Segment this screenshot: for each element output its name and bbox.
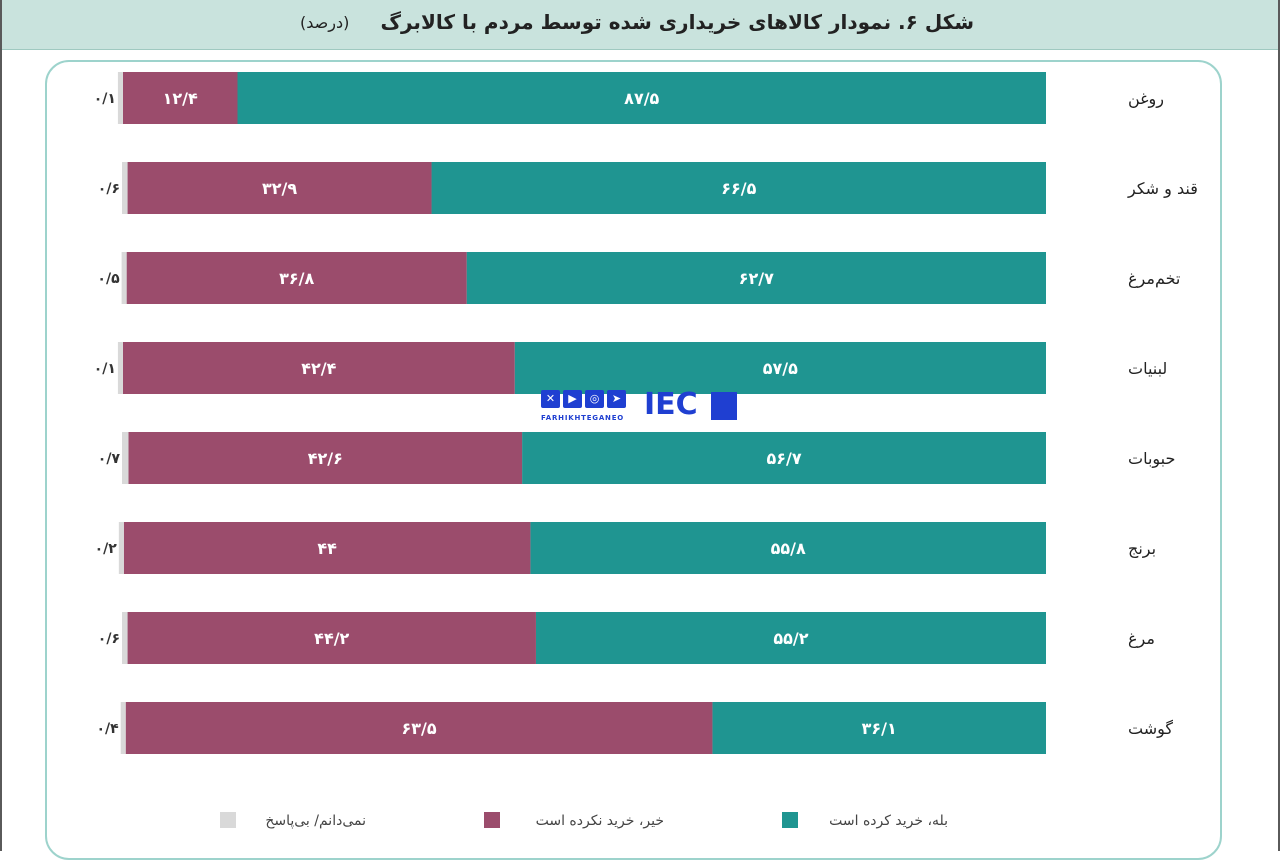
- right-border: [1278, 0, 1280, 851]
- bar-na: [117, 72, 123, 124]
- data-label-yes: ۳۶/۱: [862, 719, 897, 738]
- category-label: تخم‌مرغ: [1128, 269, 1180, 289]
- data-label-no: ۳۲/۹: [262, 179, 297, 198]
- data-label-no: ۴۴/۲: [314, 629, 349, 648]
- instagram-icon: ◎: [585, 390, 604, 408]
- legend-swatch-no: [484, 812, 500, 828]
- bar-yes: [522, 432, 1046, 484]
- legend-label-no: خیر، خرید نکرده است: [536, 813, 664, 829]
- data-label-yes: ۶۲/۷: [739, 269, 774, 288]
- watermark-badge: [711, 392, 737, 420]
- youtube-icon: ▶: [563, 390, 582, 408]
- data-label-na: ۰/۱: [94, 361, 116, 377]
- legend-label-na: نمی‌دانم/ بی‌پاسخ: [265, 813, 366, 829]
- bar-na: [122, 162, 128, 214]
- data-label-yes: ۸۷/۵: [624, 89, 659, 108]
- data-label-na: ۰/۱: [94, 91, 116, 107]
- data-label-yes: ۵۵/۸: [771, 539, 806, 558]
- social-icons: ✕ ▶ ◎ ➤: [541, 390, 626, 408]
- bar-yes: [530, 522, 1046, 574]
- data-label-no: ۱۲/۴: [163, 89, 198, 108]
- data-label-no: ۶۳/۵: [401, 719, 436, 738]
- category-label: لبنیات: [1128, 359, 1167, 378]
- category-label: مرغ: [1128, 629, 1155, 649]
- data-label-no: ۳۶/۸: [279, 269, 314, 288]
- bar-yes: [466, 252, 1047, 304]
- bar-no: [125, 702, 713, 754]
- bar-na: [118, 522, 124, 574]
- category-label: روغن: [1128, 89, 1164, 109]
- chart-title: شکل ۶. نمودار کالاهای خریداری شده توسط م…: [380, 10, 974, 34]
- bar-yes: [237, 72, 1046, 124]
- bar-no: [122, 72, 238, 124]
- bar-na: [122, 612, 128, 664]
- watermark-logo: IEC: [644, 387, 698, 422]
- data-label-no: ۴۲/۴: [301, 359, 336, 378]
- data-label-no: ۴۴: [317, 539, 337, 558]
- category-label: حبوبات: [1128, 449, 1175, 469]
- legend-swatch-yes: [782, 812, 798, 828]
- chart-unit: (درصد): [300, 13, 350, 32]
- bar-no: [128, 432, 523, 484]
- left-border: [0, 0, 2, 851]
- bar-yes: [535, 612, 1046, 664]
- bar-yes: [431, 162, 1046, 214]
- bar-yes: [712, 702, 1046, 754]
- bar-no: [127, 612, 536, 664]
- legend-label-yes: بله، خرید کرده است: [829, 813, 948, 829]
- category-label: گوشت: [1128, 719, 1173, 739]
- data-label-na: ۰/۶: [98, 181, 120, 197]
- bar-no: [127, 162, 432, 214]
- data-label-yes: ۵۵/۲: [773, 629, 808, 648]
- bar-na: [117, 342, 123, 394]
- bar-na: [120, 702, 126, 754]
- data-label-na: ۰/۷: [98, 451, 121, 467]
- data-label-na: ۰/۴: [96, 721, 119, 737]
- category-label: برنج: [1128, 539, 1156, 559]
- bar-no: [123, 522, 531, 574]
- data-label-yes: ۶۶/۵: [721, 179, 756, 198]
- data-label-yes: ۵۶/۷: [766, 449, 801, 468]
- bar-no: [122, 342, 515, 394]
- watermark-caption: FARHIKHTEGANEO: [541, 414, 625, 422]
- data-label-no: ۴۲/۶: [308, 449, 343, 468]
- bar-no: [126, 252, 467, 304]
- watermark: ✕ ▶ ◎ ➤ FARHIKHTEGANEO IEC: [541, 390, 739, 424]
- data-label-yes: ۵۷/۵: [763, 359, 798, 378]
- category-label: قند و شکر: [1127, 179, 1198, 199]
- bar-na: [121, 252, 127, 304]
- telegram-icon: ➤: [607, 390, 626, 408]
- legend-swatch-na: [220, 812, 236, 828]
- data-label-na: ۰/۵: [97, 271, 120, 287]
- data-label-na: ۰/۲: [95, 541, 118, 557]
- bar-yes: [514, 342, 1046, 394]
- bar-na: [122, 432, 129, 484]
- title-bar: شکل ۶. نمودار کالاهای خریداری شده توسط م…: [0, 0, 1280, 50]
- x-icon: ✕: [541, 390, 560, 408]
- data-label-na: ۰/۶: [98, 631, 120, 647]
